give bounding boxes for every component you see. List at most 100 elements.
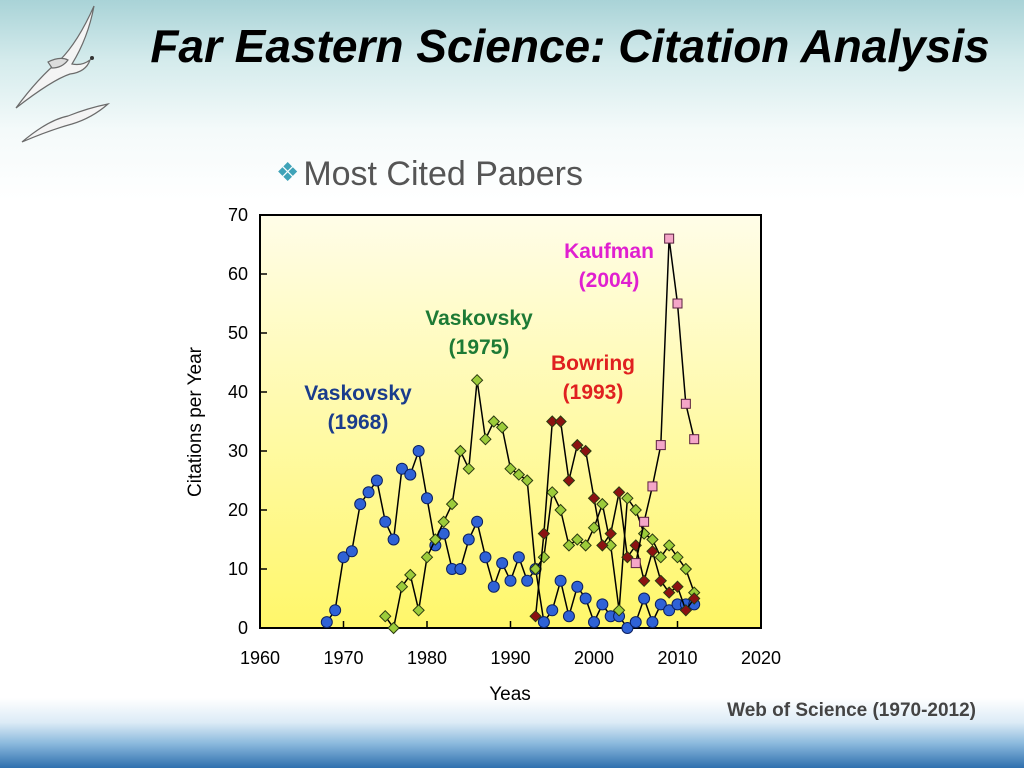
- series-annotation: Kaufman (2004): [564, 240, 654, 292]
- data-point: [639, 516, 650, 527]
- data-point: [588, 616, 600, 629]
- y-tick-label: 50: [228, 323, 248, 343]
- slide-footer-wave-background: [0, 698, 1024, 768]
- data-point: [671, 550, 684, 564]
- data-point: [671, 580, 684, 593]
- data-point: [646, 533, 659, 546]
- x-tick-label: 1960: [240, 648, 280, 668]
- data-point: [612, 604, 626, 617]
- data-point: [520, 474, 534, 487]
- data-point: [395, 462, 408, 475]
- data-point: [454, 444, 467, 458]
- data-point: [579, 592, 592, 605]
- x-tick-label: 1990: [490, 648, 530, 668]
- data-point: [647, 481, 658, 492]
- data-point: [571, 533, 584, 546]
- data-point: [496, 557, 509, 570]
- data-point: [546, 486, 559, 499]
- data-point: [345, 545, 358, 558]
- bullet-item: ❖ Most Cited Papers: [276, 150, 583, 186]
- annotation-name: Kaufman: [564, 240, 654, 263]
- x-tick-label: 1970: [323, 648, 363, 668]
- data-point: [512, 468, 526, 481]
- data-point: [462, 533, 475, 546]
- data-point: [454, 563, 467, 575]
- x-tick-label: 2000: [574, 648, 614, 668]
- data-point: [654, 598, 667, 611]
- data-point: [387, 621, 400, 635]
- annotation-name: Vaskovsky: [425, 307, 533, 330]
- data-point: [479, 551, 492, 564]
- data-point: [655, 440, 666, 451]
- data-point: [529, 562, 542, 576]
- data-point: [604, 527, 617, 540]
- data-point: [662, 586, 676, 599]
- data-point: [504, 462, 517, 475]
- x-tick-label: 2020: [741, 648, 781, 668]
- citation-chart: 1960 1970 1980 1990 2000 2010 2020 0 10 20 30 40 50 6…: [185, 205, 781, 705]
- annotation-year: (2004): [579, 269, 640, 292]
- data-point: [512, 551, 525, 564]
- data-point: [629, 503, 642, 517]
- annotation-name: Vaskovsky: [304, 382, 412, 405]
- series-annotation: Vaskovsky (1975): [425, 307, 533, 359]
- series-annotation: Vaskovsky (1968): [304, 382, 412, 434]
- data-point: [470, 373, 484, 387]
- data-point: [663, 604, 676, 617]
- data-point: [621, 491, 634, 505]
- y-tick-label: 30: [228, 441, 248, 461]
- data-point: [537, 616, 550, 629]
- data-point: [646, 616, 659, 629]
- data-point: [437, 515, 450, 529]
- data-point: [587, 491, 601, 505]
- data-point: [562, 539, 576, 552]
- x-tick-label: 2010: [657, 648, 697, 668]
- data-point: [689, 434, 700, 445]
- data-point: [546, 415, 559, 428]
- data-point: [521, 574, 534, 587]
- slide-title: Far Eastern Science: Citation Analysis: [150, 20, 990, 72]
- data-point: [495, 421, 509, 434]
- annotation-year: (1975): [449, 336, 510, 359]
- data-point: [596, 539, 609, 552]
- data-point: [687, 592, 701, 605]
- data-point: [654, 574, 668, 588]
- data-point: [362, 486, 375, 499]
- data-point: [596, 497, 609, 511]
- data-point: [587, 521, 601, 534]
- data-point: [337, 551, 350, 564]
- data-point: [596, 598, 609, 611]
- data-point: [504, 574, 517, 587]
- data-point: [429, 533, 442, 546]
- data-point: [387, 533, 400, 546]
- data-point: [562, 474, 576, 487]
- annotation-name: Bowring: [551, 352, 635, 375]
- data-point: [445, 497, 459, 511]
- data-point: [554, 574, 567, 587]
- data-point: [487, 415, 501, 428]
- y-tick-label: 10: [228, 559, 248, 579]
- series-2: [529, 415, 701, 623]
- x-axis-label: Yeas: [489, 684, 531, 705]
- data-point: [604, 539, 617, 552]
- data-point: [579, 444, 592, 458]
- data-point: [672, 298, 683, 309]
- y-tick-label: 40: [228, 382, 248, 402]
- data-point: [571, 438, 584, 452]
- slide-header-background: [0, 0, 1024, 200]
- series-0: [320, 445, 701, 634]
- data-point: [680, 398, 691, 409]
- data-point: [562, 610, 575, 623]
- y-tick-label: 0: [238, 618, 248, 638]
- bullet-text: Most Cited Papers: [303, 155, 583, 186]
- data-point: [479, 432, 492, 446]
- data-point: [412, 604, 425, 617]
- data-point: [404, 568, 417, 582]
- data-point: [621, 622, 634, 634]
- data-point: [412, 445, 425, 457]
- data-point: [612, 486, 626, 499]
- data-point: [421, 492, 433, 505]
- data-point: [554, 503, 567, 517]
- x-tick-label: 1980: [407, 648, 447, 668]
- data-point: [664, 233, 675, 244]
